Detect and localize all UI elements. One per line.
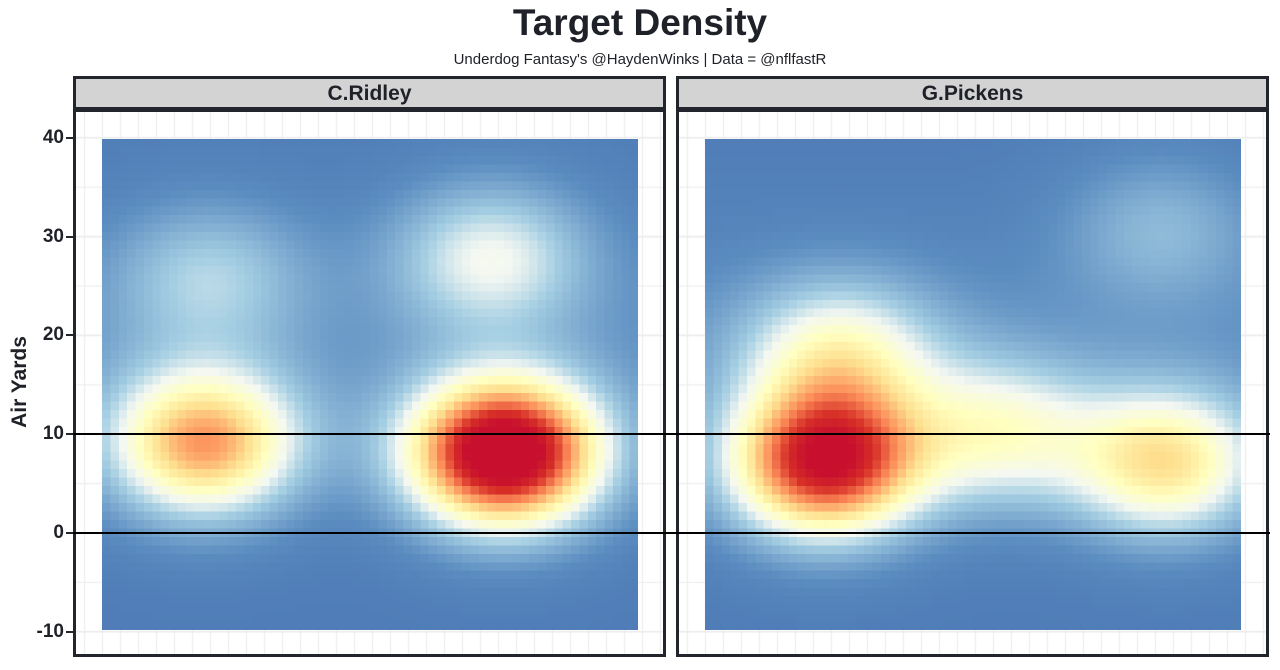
y-tick-mark xyxy=(66,532,73,534)
y-tick-mark xyxy=(66,630,73,633)
density-heatmap xyxy=(705,139,1241,630)
y-tick-label: 20 xyxy=(42,324,64,346)
reference-line-y10 xyxy=(73,433,1270,436)
plot-area xyxy=(76,112,663,654)
y-tick-mark xyxy=(66,334,73,337)
y-tick-mark xyxy=(66,136,73,139)
panel-strip-label: G.Pickens xyxy=(679,79,1266,112)
reference-line-y0 xyxy=(73,532,1270,534)
plot-area xyxy=(679,112,1266,654)
panel-strip-label: C.Ridley xyxy=(76,79,663,112)
y-tick-label: 10 xyxy=(42,423,64,445)
y-tick-label: -10 xyxy=(36,620,64,642)
y-axis-label: Air Yards xyxy=(8,336,31,428)
y-tick-mark xyxy=(66,433,73,436)
y-tick-label: 30 xyxy=(42,225,64,247)
panel-c-ridley: C.Ridley xyxy=(73,76,666,657)
y-tick-label: 0 xyxy=(53,522,64,543)
y-tick-label: 40 xyxy=(42,126,64,148)
density-heatmap xyxy=(102,139,638,630)
chart-title: Target Density xyxy=(512,2,768,43)
panel-g-pickens: G.Pickens xyxy=(676,76,1269,657)
chart-subtitle: Underdog Fantasy's @HaydenWinks | Data =… xyxy=(453,51,827,68)
y-tick-mark xyxy=(66,235,73,238)
